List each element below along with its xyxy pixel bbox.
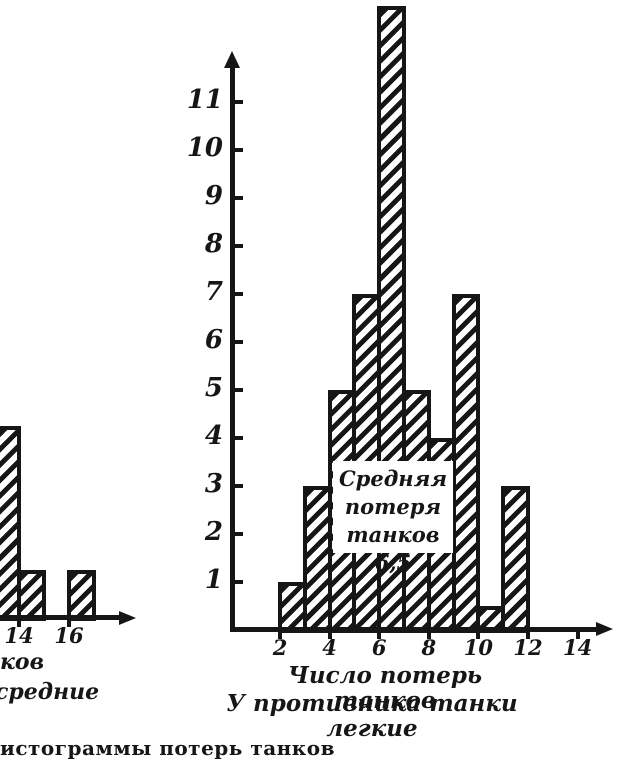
y-axis-arrow-icon: [224, 51, 240, 68]
y-axis: [230, 66, 235, 632]
y-tick-label: 1: [204, 565, 223, 595]
x-tick: [377, 632, 382, 639]
x-tick-label: 14: [562, 635, 593, 660]
x-tick-label: 6: [371, 635, 387, 660]
mean-annotation-line-2: потеря: [344, 494, 442, 519]
x-tick: [426, 632, 431, 639]
y-tick: [235, 292, 243, 296]
y-tick: [235, 484, 243, 488]
y-tick-label: 9: [204, 181, 223, 211]
y-tick: [235, 148, 243, 152]
y-tick-label: 11: [186, 85, 223, 115]
y-tick: [235, 244, 243, 248]
y-tick: [235, 580, 243, 584]
x-tick-label: 12: [513, 635, 543, 660]
left-x-axis-arrow-icon: [119, 611, 136, 625]
y-tick-label: 10: [186, 133, 223, 163]
mean-annotation-line-3: танков 6,5: [346, 522, 440, 575]
histogram-bar-16-17: [67, 570, 96, 621]
x-tick: [17, 620, 21, 627]
y-tick: [235, 388, 243, 392]
x-axis-arrow-icon: [596, 622, 613, 636]
mean-annotation: Средняя потеря танков 6,5: [333, 461, 453, 575]
x-tick: [67, 620, 71, 627]
x-axis-subtitle: У противника танки легкие: [226, 690, 518, 742]
x-tick: [278, 632, 282, 639]
left-xlabel-fragment-2: средние: [0, 679, 100, 705]
y-tick-label: 3: [204, 469, 223, 499]
x-tick-label: 14: [4, 623, 34, 648]
y-tick: [235, 100, 243, 104]
left-xlabel-fragment-1: ков: [0, 649, 45, 675]
x-tick-label: 16: [54, 623, 84, 648]
x-tick: [327, 632, 332, 639]
y-tick-label: 5: [204, 373, 223, 403]
y-tick: [235, 340, 243, 344]
y-tick: [235, 436, 243, 440]
y-tick: [235, 196, 243, 200]
histogram-bar-9-10: [451, 294, 481, 633]
left-x-axis: [0, 615, 122, 620]
y-tick-label: 2: [204, 517, 223, 547]
x-tick-label: 8: [421, 635, 437, 660]
histogram-bar-11-12: [501, 486, 530, 633]
y-tick: [235, 532, 243, 536]
x-tick-label: 4: [322, 635, 337, 660]
x-tick: [476, 632, 481, 639]
x-tick-label: 2: [272, 635, 288, 660]
x-tick: [575, 632, 580, 639]
x-tick: [526, 632, 530, 639]
y-tick-label: 7: [204, 277, 223, 307]
mean-annotation-line-1: Средняя: [338, 466, 448, 491]
figure-caption: истограммы потерь танков: [0, 736, 335, 760]
x-axis: [230, 627, 598, 632]
x-axis-title: Число потерь танков: [287, 662, 483, 714]
y-tick-label: 8: [204, 229, 223, 259]
y-tick-label: 6: [204, 325, 223, 355]
y-tick-label: 4: [204, 421, 223, 451]
x-tick-label: 10: [463, 635, 493, 660]
